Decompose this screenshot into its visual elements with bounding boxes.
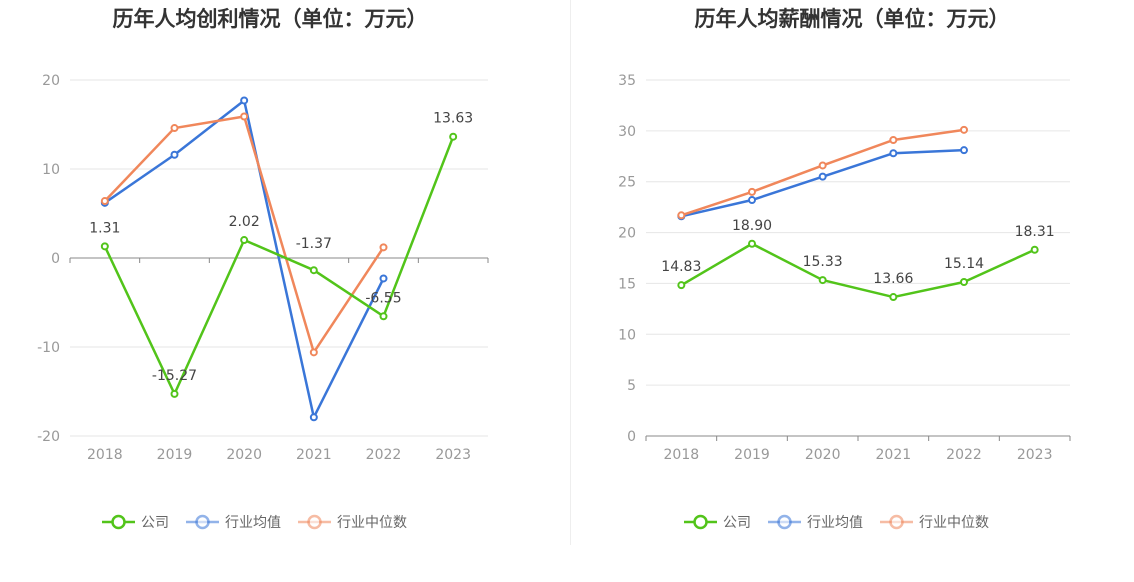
y-tick-label: 5	[627, 378, 636, 394]
data-label: 1.31	[89, 220, 120, 236]
data-label: 14.83	[661, 259, 701, 275]
x-tick-label: 2023	[1017, 447, 1053, 463]
data-point-company	[240, 236, 249, 245]
chart-2: 历年人均薪酬情况（单位：万元） 35 30 25 20 15 10 5 0 2018 2019 202…	[618, 7, 1071, 531]
y-tick-label: 0	[51, 251, 60, 267]
data-label: 2.02	[229, 214, 260, 230]
data-point-industry_median	[960, 125, 968, 134]
y-tick-label: 0	[627, 429, 636, 445]
legend-item-company[interactable]: 公司	[684, 514, 751, 531]
legend-item-industry_avg[interactable]: 行业均值	[768, 514, 863, 531]
legend-label: 行业中位数	[919, 515, 989, 531]
data-point-industry_avg	[240, 96, 249, 105]
data-point-industry_avg	[379, 274, 388, 283]
data-point-industry_median	[170, 124, 179, 133]
data-point-industry_avg	[889, 149, 898, 158]
data-point-industry_avg	[309, 413, 318, 422]
data-point-industry_median	[100, 197, 109, 206]
data-point-industry_avg	[960, 146, 968, 155]
legend-label: 行业均值	[225, 515, 281, 531]
data-point-industry_median	[889, 136, 898, 145]
x-tick-label: 2022	[946, 447, 982, 463]
data-point-company	[309, 266, 318, 275]
chart-1: 历年人均创利情况（单位：万元） 20 10 0 -10 -20 2018 2019 2020 20…	[37, 7, 489, 531]
x-tick-label: 2019	[734, 447, 770, 463]
legend-marker	[111, 514, 126, 530]
data-point-company	[960, 278, 968, 287]
data-label: 18.90	[732, 218, 772, 234]
y-tick-label: 35	[618, 73, 636, 89]
x-tick-label: 2018	[87, 447, 123, 463]
data-label: 15.33	[803, 254, 843, 270]
series-line-industry_median	[103, 115, 385, 354]
data-point-industry_avg	[170, 150, 179, 159]
legend-item-industry_median[interactable]: 行业中位数	[880, 514, 989, 531]
y-tick-label: 20	[42, 73, 60, 89]
data-point-industry_median	[748, 187, 756, 196]
data-point-company	[100, 242, 109, 251]
series-line-industry_avg	[104, 99, 385, 419]
y-tick-label: 25	[618, 175, 636, 191]
data-point-industry_median	[309, 348, 318, 357]
x-tick-label: 2021	[876, 447, 912, 463]
legend-item-company[interactable]: 公司	[102, 514, 169, 531]
y-tick-label: -10	[37, 340, 60, 356]
y-tick-label: 10	[42, 162, 60, 178]
data-label: 13.66	[873, 271, 913, 287]
data-label: 18.31	[1015, 224, 1055, 240]
chart-divider	[570, 0, 571, 545]
x-tick-label: 2021	[296, 447, 332, 463]
chart-title: 历年人均创利情况（单位：万元）	[113, 7, 428, 31]
legend-item-industry_avg[interactable]: 行业均值	[186, 514, 281, 531]
data-point-industry_median	[379, 243, 388, 252]
x-tick-label: 2023	[435, 447, 471, 463]
y-tick-label: 20	[618, 226, 636, 242]
data-point-company	[677, 281, 686, 290]
y-tick-label: 15	[618, 276, 636, 292]
legend-marker	[777, 514, 792, 530]
data-point-industry_median	[818, 161, 827, 170]
data-point-industry_median	[677, 211, 686, 220]
data-point-industry_avg	[818, 172, 827, 181]
data-label: -1.37	[296, 236, 332, 252]
x-tick-label: 2019	[157, 447, 193, 463]
data-point-industry_median	[240, 112, 249, 121]
data-label: 15.14	[944, 256, 984, 272]
series-line-company	[680, 242, 1036, 299]
data-label: -6.55	[365, 290, 401, 306]
data-point-company	[748, 239, 756, 248]
data-label: 13.63	[433, 111, 473, 127]
legend-label: 公司	[723, 515, 751, 531]
x-tick-label: 2020	[226, 447, 262, 463]
legend-marker	[693, 514, 708, 530]
data-point-company	[889, 293, 898, 302]
data-point-industry_avg	[748, 196, 756, 205]
legend-label: 公司	[141, 515, 169, 531]
legend-label: 行业均值	[807, 515, 863, 531]
legend-marker	[307, 514, 322, 530]
x-tick-label: 2020	[805, 447, 841, 463]
x-tick-label: 2022	[366, 447, 402, 463]
series-line-industry_median	[680, 128, 965, 217]
y-tick-label: 30	[618, 124, 636, 140]
data-label: -15.27	[152, 368, 197, 384]
data-point-company	[818, 276, 827, 285]
series-line-industry_avg	[681, 148, 965, 218]
y-tick-label: -20	[37, 429, 60, 445]
data-point-company	[379, 312, 388, 321]
data-point-company	[170, 389, 179, 398]
x-tick-label: 2018	[664, 447, 700, 463]
legend-label: 行业中位数	[337, 515, 407, 531]
data-point-company	[449, 132, 458, 141]
legend-item-industry_median[interactable]: 行业中位数	[298, 514, 407, 531]
y-tick-label: 10	[618, 327, 636, 343]
data-point-company	[1030, 245, 1039, 254]
chart-title: 历年人均薪酬情况（单位：万元）	[695, 7, 1010, 31]
legend-marker	[195, 514, 210, 530]
legend-marker	[889, 514, 904, 530]
series-line-company	[103, 136, 455, 396]
